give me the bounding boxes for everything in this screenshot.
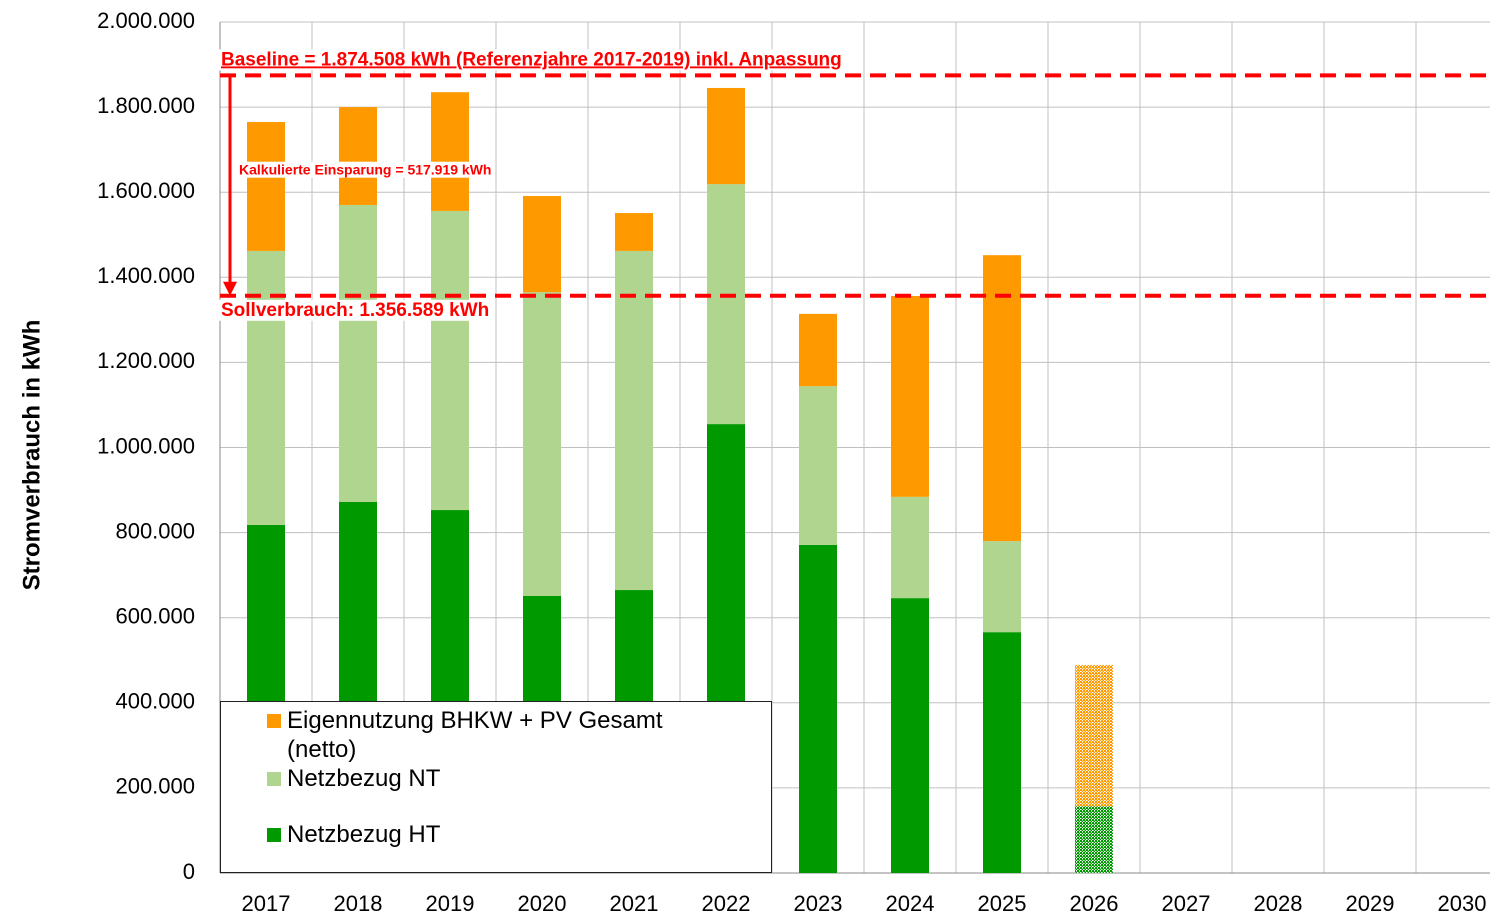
bar-segment xyxy=(707,87,745,185)
y-tick-label: 1.400.000 xyxy=(97,263,195,288)
y-tick-label: 0 xyxy=(183,859,195,884)
x-tick-label: 2027 xyxy=(1162,891,1211,916)
label-background xyxy=(219,49,844,71)
y-tick-label: 200.000 xyxy=(115,774,195,799)
x-tick-label: 2024 xyxy=(886,891,935,916)
bar-segment xyxy=(983,255,1021,542)
reference-label: Baseline = 1.874.508 kWh (Referenzjahre … xyxy=(221,49,842,70)
bar-segment xyxy=(431,210,469,511)
legend-label: Eigennutzung BHKW + PV Gesamt (netto) xyxy=(287,707,663,763)
x-tick-label: 2020 xyxy=(518,891,567,916)
bar-segment xyxy=(1075,664,1113,807)
y-tick-label: 2.000.000 xyxy=(97,8,195,33)
bar-segment xyxy=(799,313,837,387)
y-tick-label: 1.200.000 xyxy=(97,348,195,373)
bar-segment xyxy=(799,544,837,873)
x-tick-label: 2022 xyxy=(702,891,751,916)
legend: Eigennutzung BHKW + PV Gesamt (netto) Net… xyxy=(220,701,772,873)
legend-item: Netzbezug NT xyxy=(267,764,737,793)
legend-label: Netzbezug HT xyxy=(287,821,441,848)
bar-segment xyxy=(1075,806,1113,873)
label-background xyxy=(237,161,494,178)
bar-segment xyxy=(891,598,929,873)
x-tick-label: 2025 xyxy=(978,891,1027,916)
legend-swatch xyxy=(267,772,281,786)
savings-arrowhead xyxy=(223,281,237,296)
y-tick-label: 1.600.000 xyxy=(97,178,195,203)
bar-segment xyxy=(891,296,929,497)
legend-label: Netzbezug NT xyxy=(287,765,441,792)
savings-label: Kalkulierte Einsparung = 517.919 kWh xyxy=(239,162,492,178)
label-background xyxy=(219,299,492,321)
legend-item: Eigennutzung BHKW + PV Gesamt (netto) xyxy=(267,706,737,764)
bar-segment xyxy=(339,204,377,502)
x-tick-label: 2029 xyxy=(1346,891,1395,916)
bar-segment xyxy=(983,541,1021,633)
x-tick-label: 2030 xyxy=(1438,891,1487,916)
y-tick-label: 400.000 xyxy=(115,689,195,714)
bar-segment xyxy=(615,213,653,251)
legend-swatch xyxy=(267,714,281,728)
y-tick-label: 1.000.000 xyxy=(97,433,195,458)
reference-label: Sollverbrauch: 1.356.589 kWh xyxy=(221,300,489,321)
bar-segment xyxy=(707,184,745,425)
y-axis-label: Stromverbrauch in kWh xyxy=(18,320,45,591)
bar-segment xyxy=(523,292,561,596)
bar-segment xyxy=(615,250,653,591)
legend-swatch xyxy=(267,828,281,842)
bar-segment xyxy=(799,386,837,545)
x-tick-label: 2017 xyxy=(242,891,291,916)
x-tick-label: 2026 xyxy=(1070,891,1119,916)
bar-segment xyxy=(523,196,561,293)
x-tick-label: 2021 xyxy=(610,891,659,916)
legend-item: Netzbezug HT xyxy=(267,820,737,849)
bar-segment xyxy=(891,496,929,599)
x-tick-label: 2023 xyxy=(794,891,843,916)
x-tick-label: 2019 xyxy=(426,891,475,916)
x-tick-label: 2028 xyxy=(1254,891,1303,916)
bar-segment xyxy=(431,92,469,211)
x-tick-label: 2018 xyxy=(334,891,383,916)
bar-segment xyxy=(247,250,285,525)
bar-segment xyxy=(983,632,1021,873)
bar-segment xyxy=(339,107,377,205)
y-tick-label: 1.800.000 xyxy=(97,93,195,118)
bar-segment xyxy=(247,121,285,251)
y-tick-label: 600.000 xyxy=(115,604,195,629)
y-tick-label: 800.000 xyxy=(115,518,195,543)
